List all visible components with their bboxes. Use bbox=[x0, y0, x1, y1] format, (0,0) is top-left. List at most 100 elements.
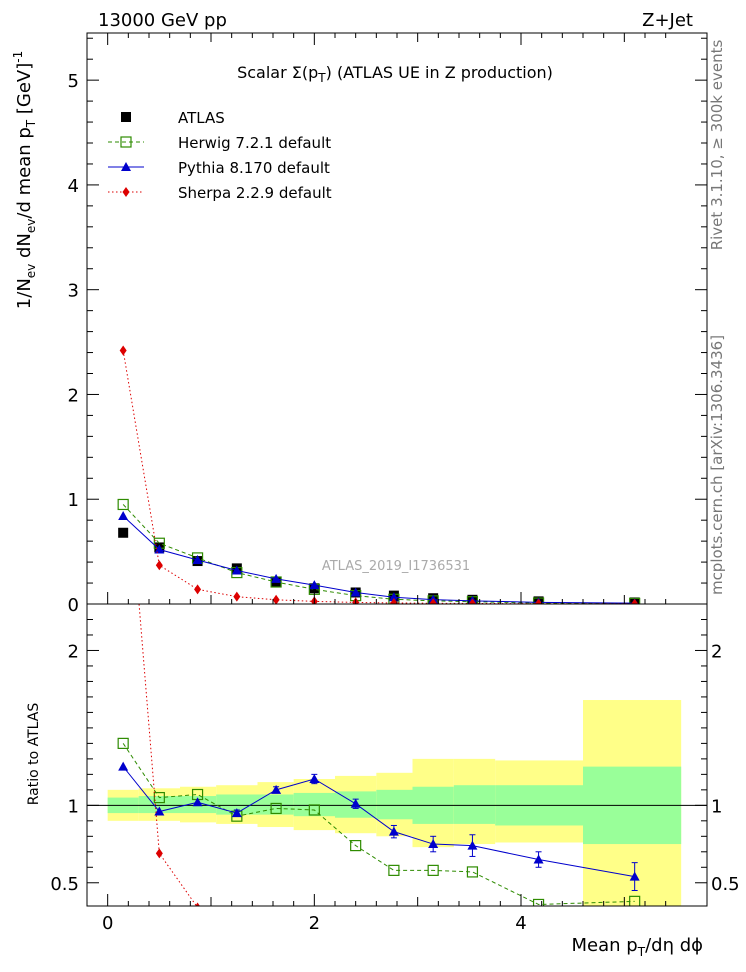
green-band-bin bbox=[453, 785, 496, 824]
main-ytick-label: 3 bbox=[68, 281, 79, 302]
rivet-label: Rivet 3.1.10, ≥ 300k events bbox=[708, 40, 726, 251]
main-ylabel: 1/Nev dNev/d mean pT [GeV]-1 bbox=[11, 51, 38, 309]
data-point bbox=[388, 592, 399, 602]
data-point bbox=[231, 808, 242, 818]
series-line bbox=[122, 766, 635, 878]
data-point bbox=[231, 565, 242, 575]
legend: ATLAS Herwig 7.2.1 default Pythia 8.170 de… bbox=[108, 109, 332, 202]
data-point bbox=[350, 798, 361, 808]
ratio-ytick-label-right: 0.5 bbox=[711, 874, 740, 895]
legend-label: Pythia 8.170 default bbox=[178, 159, 330, 177]
data-point bbox=[429, 598, 437, 604]
data-point bbox=[427, 864, 439, 876]
data-point bbox=[117, 498, 129, 511]
data-point bbox=[273, 926, 280, 936]
data-point bbox=[309, 580, 320, 590]
legend-marker bbox=[120, 136, 132, 148]
data-point bbox=[118, 510, 129, 520]
legend-entry-sherpa: Sherpa 2.2.9 default bbox=[108, 184, 332, 202]
series-line bbox=[122, 743, 635, 905]
ratio-ytick-label: 0.5 bbox=[50, 874, 79, 895]
data-point bbox=[629, 895, 641, 906]
ratio-ytick-label: 1 bbox=[68, 796, 79, 817]
analysis-watermark: ATLAS_2019_I1736531 bbox=[322, 559, 470, 574]
title-prefix: Scalar bbox=[237, 63, 292, 82]
xtick-label: 2 bbox=[309, 913, 320, 934]
legend-entry-pythia: Pythia 8.170 default bbox=[108, 159, 330, 177]
data-point bbox=[532, 898, 545, 906]
legend-marker bbox=[121, 112, 131, 122]
data-point bbox=[153, 791, 165, 804]
data-point bbox=[388, 864, 400, 876]
data-point bbox=[390, 597, 398, 604]
data-point bbox=[629, 871, 640, 881]
header-left: 13000 GeV pp bbox=[98, 10, 227, 31]
data-point bbox=[118, 761, 129, 771]
main-ytick-label: 2 bbox=[68, 385, 79, 406]
data-point bbox=[270, 802, 282, 815]
main-ytick-label: 4 bbox=[68, 176, 79, 197]
data-point bbox=[194, 584, 202, 595]
legend-entry-herwig: Herwig 7.2.1 default bbox=[108, 134, 331, 152]
series-line bbox=[138, 604, 198, 906]
data-point bbox=[195, 902, 200, 906]
green-band-bin bbox=[257, 794, 294, 815]
data-point bbox=[390, 937, 397, 947]
green-band-bin bbox=[216, 794, 258, 815]
data-point bbox=[192, 797, 203, 807]
data-point bbox=[535, 598, 543, 604]
data-point bbox=[308, 804, 320, 816]
xtick-label: 0 bbox=[102, 913, 113, 934]
ratio-plot-series bbox=[117, 404, 641, 947]
data-point bbox=[309, 774, 320, 784]
series-line bbox=[122, 504, 635, 604]
data-point bbox=[469, 937, 476, 947]
data-point bbox=[535, 937, 542, 947]
data-point bbox=[272, 594, 280, 604]
legend-marker bbox=[122, 187, 130, 197]
ratio-series-herwig bbox=[117, 737, 641, 906]
data-point bbox=[468, 598, 476, 604]
data-point bbox=[533, 854, 544, 864]
data-point bbox=[467, 840, 478, 850]
data-point bbox=[430, 935, 437, 945]
data-point bbox=[120, 404, 127, 414]
data-point bbox=[428, 839, 439, 849]
data-point bbox=[466, 866, 479, 878]
mcplots-label: mcplots.cern.ch [arXiv:1306.3436] bbox=[708, 335, 726, 595]
main-ytick-label: 0 bbox=[68, 595, 79, 616]
axes: 0 1 2 3 4 5 0 2 4 0.5 0.5 1 1 2 2 bbox=[50, 33, 740, 934]
legend-marker bbox=[121, 162, 131, 171]
data-point bbox=[154, 806, 165, 816]
main-ytick-label: 1 bbox=[68, 490, 79, 511]
data-point bbox=[192, 554, 203, 564]
legend-label: Herwig 7.2.1 default bbox=[178, 134, 331, 152]
xlabel: Mean pT/dη dϕ bbox=[572, 935, 703, 959]
data-point bbox=[118, 527, 129, 538]
data-point bbox=[119, 345, 127, 356]
data-point bbox=[271, 573, 282, 583]
ratio-series-pythia bbox=[118, 761, 640, 892]
legend-entry-atlas: ATLAS bbox=[121, 109, 225, 127]
main-ytick-label: 5 bbox=[68, 71, 79, 92]
data-point bbox=[352, 934, 359, 944]
title-sigma: Σ(p bbox=[292, 63, 319, 82]
data-point bbox=[271, 784, 282, 794]
header-right: Z+Jet bbox=[642, 10, 693, 31]
green-band-bin bbox=[376, 789, 413, 820]
data-point bbox=[350, 587, 361, 597]
ratio-ytick-label: 2 bbox=[68, 641, 79, 662]
data-point bbox=[117, 737, 129, 749]
ratio-ytick-label-right: 2 bbox=[711, 641, 722, 662]
legend-label: ATLAS bbox=[178, 109, 225, 127]
ratio-ylabel: Ratio to ATLAS bbox=[26, 703, 42, 806]
data-point bbox=[233, 591, 241, 602]
data-point bbox=[155, 848, 163, 859]
title-sub: T bbox=[317, 71, 326, 85]
xtick-label: 4 bbox=[515, 913, 526, 934]
ratio-series-sherpa bbox=[120, 404, 542, 947]
title-suffix: ) (ATLAS UE in Z production) bbox=[326, 63, 553, 82]
data-point bbox=[350, 839, 362, 852]
legend-label: Sherpa 2.2.9 default bbox=[178, 184, 332, 202]
